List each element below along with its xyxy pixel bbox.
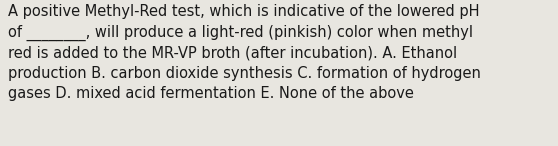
Text: A positive Methyl-Red test, which is indicative of the lowered pH
of ________, w: A positive Methyl-Red test, which is ind… [8, 4, 481, 101]
